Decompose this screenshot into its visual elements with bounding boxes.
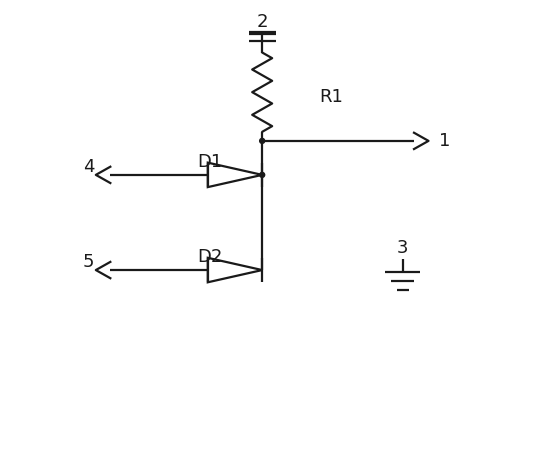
Text: R1: R1 xyxy=(319,87,343,106)
Circle shape xyxy=(260,173,265,178)
Text: 5: 5 xyxy=(83,253,95,270)
Text: 3: 3 xyxy=(397,239,409,257)
Text: D1: D1 xyxy=(197,153,223,171)
Text: 4: 4 xyxy=(83,157,95,176)
Circle shape xyxy=(260,139,265,144)
Text: D2: D2 xyxy=(197,248,223,266)
Text: 2: 2 xyxy=(257,13,268,31)
Text: 1: 1 xyxy=(439,131,450,150)
